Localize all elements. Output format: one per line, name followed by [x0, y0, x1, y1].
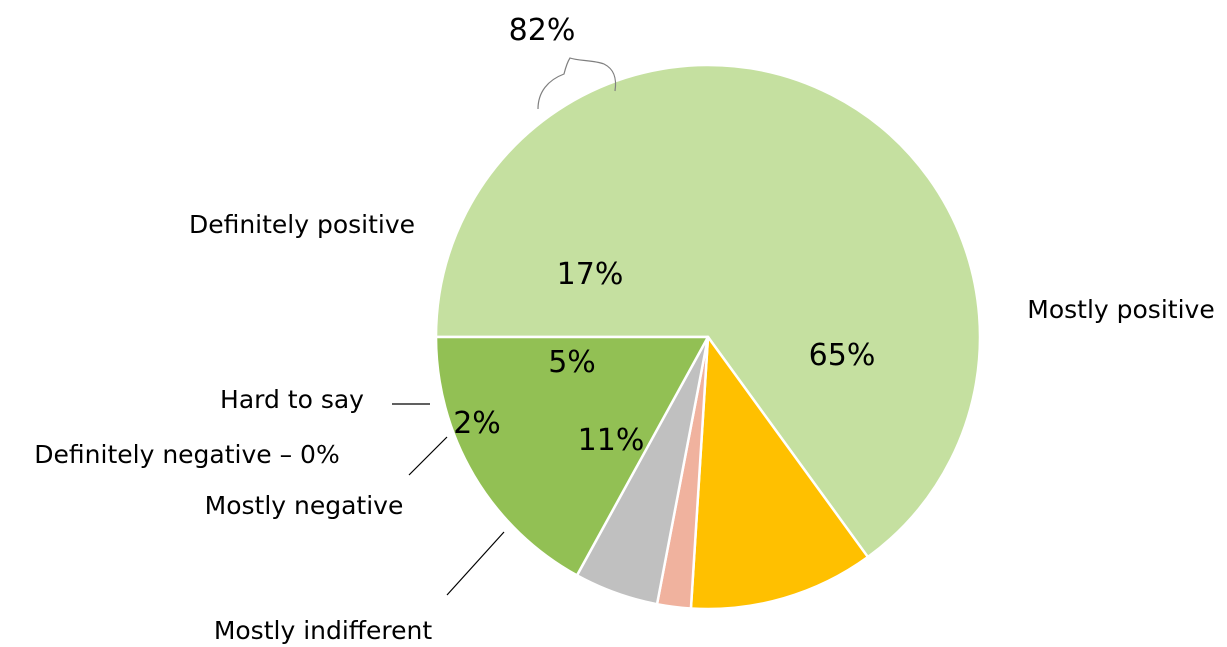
- value-label-definitely-positive: 17%: [557, 257, 624, 292]
- value-label-hard-to-say: 5%: [548, 345, 596, 380]
- slices-layer: [434, 63, 982, 611]
- pie-slice-mostly-positive: [434, 63, 982, 559]
- category-label-mostly-indifferent: Mostly indifferent: [214, 616, 433, 645]
- value-label-mostly-indifferent: 11%: [578, 423, 645, 458]
- pie-slice-definitely-positive: [434, 335, 710, 577]
- category-label-hard-to-say: Hard to say: [220, 385, 364, 414]
- pie-slice-mostly-indifferent: [689, 335, 870, 611]
- leader-line-mostly-indifferent: [446, 531, 505, 596]
- category-label-mostly-positive: Mostly positive: [1027, 295, 1214, 324]
- category-label-definitely-positive: Definitely positive: [189, 210, 415, 239]
- category-label-definitely-negative: Definitely negative – 0%: [34, 440, 339, 469]
- brace-annotation-82: [537, 57, 617, 110]
- value-label-mostly-negative: 2%: [453, 406, 501, 441]
- category-label-mostly-negative: Mostly negative: [205, 491, 404, 520]
- value-label-mostly-positive: 65%: [809, 338, 876, 373]
- leader-line-mostly-negative: [408, 436, 448, 476]
- annotation-82-percent: 82%: [509, 13, 576, 48]
